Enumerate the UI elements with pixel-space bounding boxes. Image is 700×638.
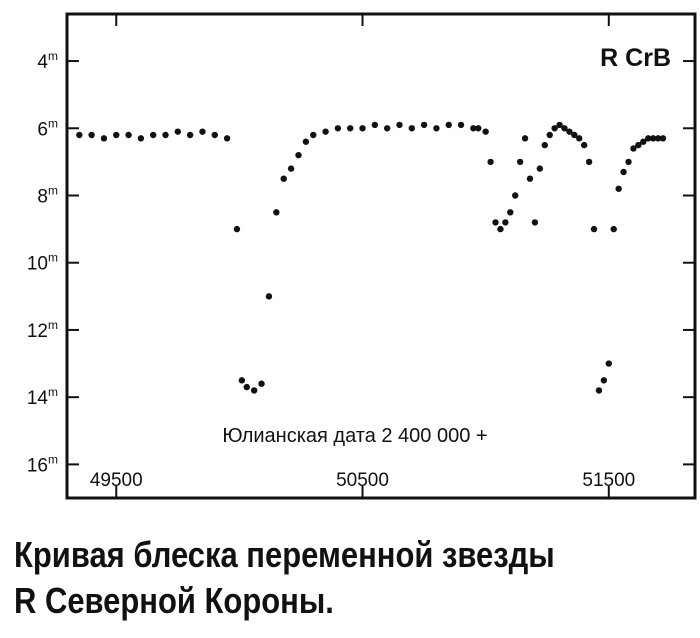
data-point — [512, 192, 519, 199]
data-points — [76, 121, 667, 394]
data-point — [561, 125, 568, 132]
data-point — [502, 219, 509, 226]
data-point — [310, 131, 317, 139]
data-point — [233, 225, 241, 233]
data-point — [475, 125, 482, 132]
data-point — [620, 168, 627, 176]
x-tick-label: 49500 — [90, 470, 143, 491]
data-point — [250, 387, 258, 394]
data-point — [125, 131, 132, 139]
data-point — [273, 209, 280, 216]
data-point — [76, 131, 83, 139]
y-axis: 4m 6m 8m 10m 12m 14m 16m — [27, 49, 695, 476]
data-point — [600, 377, 608, 384]
data-point — [546, 131, 553, 139]
data-point — [541, 141, 548, 149]
data-point — [174, 128, 182, 135]
y-tick-label: 12m — [27, 318, 58, 342]
plot-frame — [65, 12, 697, 500]
light-curve-chart: 4m 6m 8m 10m 12m 14m 16m 49500 50500 51500 R CrB… — [27, 12, 697, 500]
data-point — [137, 135, 145, 142]
y-tick-label: 8m — [37, 184, 58, 208]
data-point — [649, 135, 657, 142]
data-point — [211, 131, 218, 139]
data-point — [322, 128, 329, 135]
data-point — [88, 131, 95, 139]
data-point — [199, 128, 206, 135]
data-point — [334, 125, 342, 132]
data-point — [265, 293, 273, 300]
data-point — [113, 131, 120, 139]
y-tick-label: 16m — [27, 452, 58, 476]
data-point — [536, 165, 544, 172]
data-point — [531, 219, 539, 226]
y-tick-label: 4m — [37, 49, 58, 73]
data-point — [238, 377, 246, 384]
chart-title: R CrB — [600, 44, 671, 72]
data-point — [383, 125, 391, 132]
data-point — [595, 387, 603, 394]
data-point — [243, 383, 250, 391]
data-point — [526, 175, 534, 182]
caption-line-2: R Северной Короны. — [14, 580, 334, 621]
caption-line-1: Кривая блеска переменной звезды — [14, 534, 555, 575]
data-point — [258, 380, 265, 387]
data-point — [162, 131, 169, 139]
data-point — [645, 135, 652, 142]
data-point — [280, 175, 287, 182]
data-point — [287, 165, 295, 172]
data-point — [590, 225, 598, 233]
data-point — [615, 185, 622, 192]
data-point — [487, 158, 494, 166]
data-point — [371, 121, 379, 129]
data-point — [507, 209, 514, 216]
data-point — [482, 128, 489, 135]
data-point — [521, 135, 529, 142]
data-point — [433, 125, 440, 132]
y-tick-label: 10m — [27, 251, 58, 275]
x-axis: 49500 50500 51500 — [90, 14, 635, 498]
x-axis-label: Юлианская дата 2 400 000 + — [222, 425, 487, 447]
data-point — [492, 219, 499, 226]
data-point — [630, 145, 637, 152]
data-point — [186, 131, 194, 139]
data-point — [457, 121, 465, 129]
data-point — [625, 158, 632, 166]
data-point — [654, 135, 662, 142]
data-point — [556, 121, 563, 129]
y-tick-label: 14m — [27, 385, 58, 409]
data-point — [566, 128, 573, 135]
data-point — [516, 158, 524, 166]
data-point — [347, 125, 354, 132]
data-point — [359, 125, 366, 132]
x-tick-label: 50500 — [336, 470, 389, 491]
x-tick-label: 51500 — [582, 470, 635, 491]
data-point — [580, 141, 588, 149]
data-point — [149, 131, 157, 139]
data-point — [571, 131, 578, 139]
data-point — [659, 135, 667, 142]
data-point — [497, 225, 504, 233]
data-point — [302, 138, 310, 145]
data-point — [223, 135, 231, 142]
data-point — [585, 158, 593, 166]
data-point — [610, 225, 617, 233]
data-point — [635, 141, 642, 149]
data-point — [408, 125, 415, 132]
data-point — [295, 151, 302, 159]
data-point — [640, 138, 647, 145]
data-point — [445, 121, 452, 129]
figure-caption: Кривая блеска переменной звезды R Северн… — [14, 532, 599, 624]
data-point — [551, 125, 558, 132]
y-tick-label: 6m — [37, 116, 58, 140]
data-point — [605, 360, 613, 367]
data-point — [470, 125, 477, 132]
data-point — [576, 135, 583, 142]
data-point — [396, 121, 403, 129]
data-point — [100, 135, 108, 142]
data-point — [420, 121, 428, 129]
